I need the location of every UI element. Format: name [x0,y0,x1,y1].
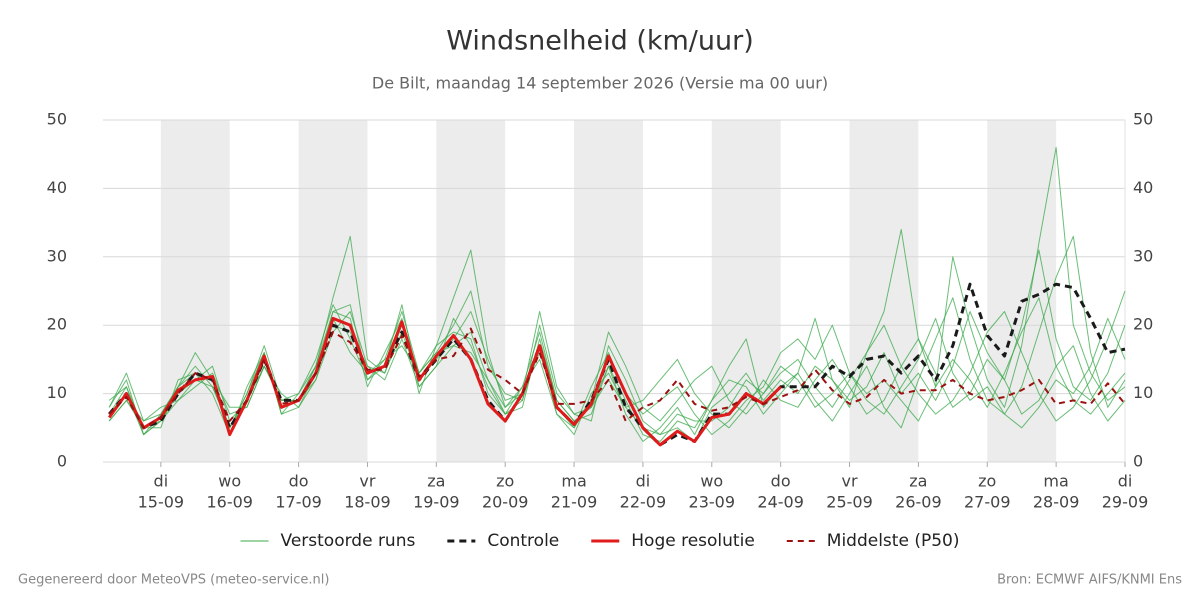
x-tick-day: zo [496,472,514,491]
day-shade [160,120,230,462]
y-tick-label: 0 [57,452,67,471]
x-tick-day: za [909,472,927,491]
x-tick-day: di [636,472,651,491]
legend-label: Hoge resolutie [631,531,755,551]
y2-tick-label: 0 [1133,452,1143,471]
y-tick-label: 10 [47,383,67,402]
series-line [108,282,1126,447]
x-tick-label: 15-09 [138,493,185,512]
x-tick-day: zo [978,472,996,491]
legend-label: Middelste (P50) [827,531,960,551]
x-tick-label: 25-09 [826,493,873,512]
legend-label: Controle [487,531,559,551]
x-tick-label: 24-09 [757,493,804,512]
y-tick-label: 50 [47,110,67,129]
x-tick-day: di [154,472,169,491]
y2-tick-label: 40 [1133,178,1153,197]
x-tick-day: di [1118,472,1133,491]
day-shade [711,120,781,462]
y2-tick-label: 50 [1133,110,1153,129]
x-tick-label: 26-09 [895,493,942,512]
y-tick-label: 20 [47,315,67,334]
x-tick-day: do [289,472,309,491]
series-line [107,316,782,447]
x-tick-label: 16-09 [206,493,253,512]
x-tick-day: za [427,472,445,491]
x-tick-label: 21-09 [551,493,598,512]
y2-tick-label: 20 [1133,315,1153,334]
x-tick-day: wo [218,472,241,491]
x-tick-day: vr [359,472,375,491]
x-tick-day: ma [561,472,586,491]
x-tick-label: 20-09 [482,493,529,512]
x-tick-label: 22-09 [620,493,667,512]
day-shade [849,120,919,462]
y-tick-label: 30 [47,246,67,265]
x-tick-day: wo [700,472,723,491]
x-tick-label: 23-09 [689,493,736,512]
chart-title: Windsnelheid (km/uur) [446,26,754,57]
y-tick-label: 40 [47,178,67,197]
x-tick-label: 27-09 [964,493,1011,512]
x-tick-label: 19-09 [413,493,460,512]
series-line [108,327,1126,429]
y2-tick-label: 10 [1133,383,1153,402]
legend-label: Verstoorde runs [281,531,416,551]
chart-subtitle: De Bilt, maandag 14 september 2026 (Vers… [372,74,828,93]
x-tick-day: ma [1043,472,1068,491]
x-tick-label: 18-09 [344,493,391,512]
x-tick-day: do [771,472,791,491]
footer-right: Bron: ECMWF AIFS/KNMI Ens [997,573,1182,588]
footer-left: Gegenereerd door MeteoVPS (meteo-service… [18,573,329,588]
day-shade [298,120,368,462]
x-tick-day: vr [842,472,858,491]
ensemble-line [108,249,1126,442]
x-tick-label: 28-09 [1033,493,1080,512]
legend: Verstoorde runs Controle Hoge resolutie Mid… [240,531,960,551]
x-tick-label: 17-09 [275,493,322,512]
x-tick-label: 29-09 [1102,493,1149,512]
y2-tick-label: 30 [1133,246,1153,265]
